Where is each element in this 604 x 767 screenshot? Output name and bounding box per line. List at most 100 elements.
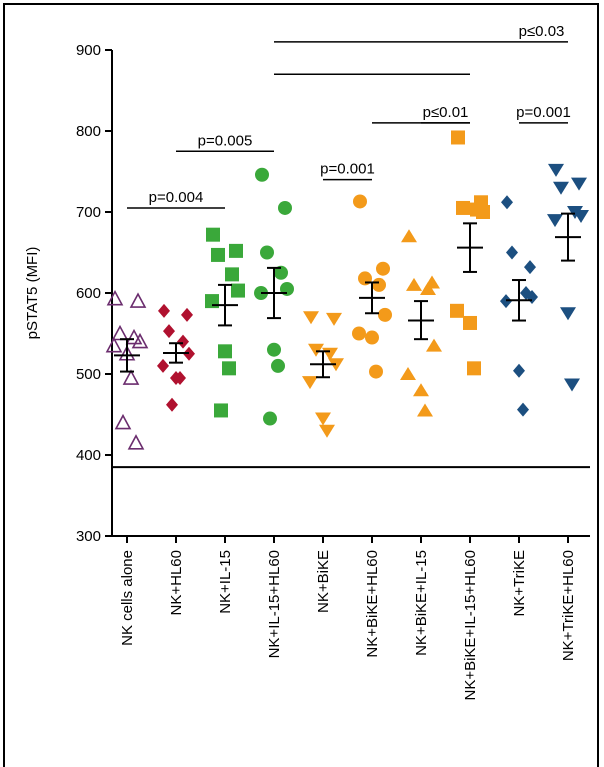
category-label: NK+BiKE: [315, 550, 332, 613]
data-point: [463, 315, 477, 330]
p-value-label: p≤0.03: [519, 23, 565, 40]
data-point: [400, 367, 416, 380]
data-point: [517, 402, 529, 417]
data-point: [365, 330, 379, 345]
data-point: [426, 338, 442, 352]
data-point: [476, 205, 490, 219]
data-point: [127, 434, 145, 450]
data-point: [163, 324, 175, 339]
data-point: [255, 167, 269, 182]
y-tick-label: 600: [76, 285, 101, 302]
data-point: [218, 344, 232, 359]
category-label: NK+TriKE+HL60: [560, 550, 577, 661]
data-point: [378, 307, 392, 322]
significance-layer: p=0.004 p=0.005 p=0.001 p≤0.01 p=0.001 p≤0.03: [127, 23, 571, 209]
data-point: [547, 214, 563, 228]
data-point: [564, 378, 580, 392]
data-point: [303, 311, 319, 325]
data-point: [105, 336, 123, 353]
category-label: NK+BiKE+IL-15+HL60: [462, 550, 479, 701]
data-point: [417, 403, 433, 417]
category-label: NK+IL-15: [217, 550, 234, 614]
data-point: [376, 261, 390, 276]
data-point: [573, 210, 589, 224]
data-point: [450, 303, 464, 318]
y-tick-label: 800: [76, 123, 101, 140]
data-point: [353, 194, 367, 209]
category-label: NK+HL60: [168, 550, 185, 615]
data-point: [560, 307, 576, 321]
category-label: NK+IL-15+HL60: [266, 550, 283, 658]
data-point: [106, 289, 124, 306]
data-point: [274, 265, 288, 280]
p-value-label: p=0.001: [320, 161, 375, 178]
data-point: [214, 403, 228, 418]
data-point: [225, 267, 239, 282]
data-point: [352, 326, 366, 341]
data-point: [231, 283, 245, 298]
data-point: [174, 371, 186, 386]
data-point: [278, 200, 292, 215]
y-tick-label: 400: [76, 447, 101, 464]
data-point: [211, 247, 225, 262]
y-tick-label: 700: [76, 204, 101, 221]
data-point: [315, 412, 331, 426]
category-labels-layer: NK cells alone NK+HL60 NK+IL-15 NK+IL-15+HL…: [119, 550, 577, 701]
data-point: [111, 324, 129, 341]
y-axis-label: pSTAT5 (MFI): [24, 247, 41, 340]
data-point: [326, 312, 342, 326]
category-label: NK+BiKE+IL-15: [413, 550, 430, 656]
data-point: [506, 245, 518, 260]
data-point: [157, 358, 169, 373]
y-tick-label: 500: [76, 366, 101, 383]
data-point: [122, 369, 140, 385]
data-point: [571, 177, 587, 191]
figure-frame: [3, 3, 599, 767]
data-point: [222, 361, 236, 376]
data-point: [114, 413, 132, 430]
data-point: [501, 195, 513, 210]
data-point: [131, 332, 149, 349]
data-point: [229, 243, 243, 258]
p-value-label: p=0.004: [149, 189, 204, 206]
axis-layer: 300 400 500 600 700 800 900 pSTAT5 (MFI): [24, 42, 590, 545]
data-point: [467, 361, 481, 376]
category-label: NK+TriKE: [511, 550, 528, 617]
mean-sem-layer: [114, 212, 581, 379]
data-point: [553, 181, 569, 195]
data-point: [206, 227, 220, 242]
data-point: [456, 200, 470, 215]
data-point: [406, 277, 422, 291]
data-point: [302, 376, 318, 390]
points-layer: [105, 130, 589, 450]
p-value-label: p≤0.01: [423, 104, 469, 121]
data-point: [263, 411, 277, 426]
data-point: [308, 343, 324, 357]
data-point: [319, 424, 335, 438]
y-tick-label: 300: [76, 528, 101, 545]
data-point: [524, 260, 536, 275]
data-point: [267, 342, 281, 357]
data-point: [513, 363, 525, 378]
data-point: [125, 328, 143, 345]
data-point: [181, 307, 193, 322]
data-point: [166, 397, 178, 412]
data-point: [372, 277, 386, 292]
p-value-label: p=0.001: [516, 104, 571, 121]
category-label: NK+BiKE+HL60: [364, 550, 381, 658]
p-value-label: p=0.005: [198, 132, 253, 149]
data-point: [177, 334, 189, 349]
data-point: [260, 245, 274, 260]
data-point: [548, 163, 564, 177]
y-tick-label: 900: [76, 42, 101, 59]
data-point: [369, 364, 383, 379]
category-label: NK cells alone: [119, 550, 136, 646]
data-point: [158, 303, 170, 318]
data-point: [401, 229, 417, 243]
data-point: [451, 130, 465, 145]
data-point: [413, 383, 429, 397]
data-point: [271, 358, 285, 373]
data-point: [420, 281, 436, 295]
data-point: [129, 292, 147, 308]
